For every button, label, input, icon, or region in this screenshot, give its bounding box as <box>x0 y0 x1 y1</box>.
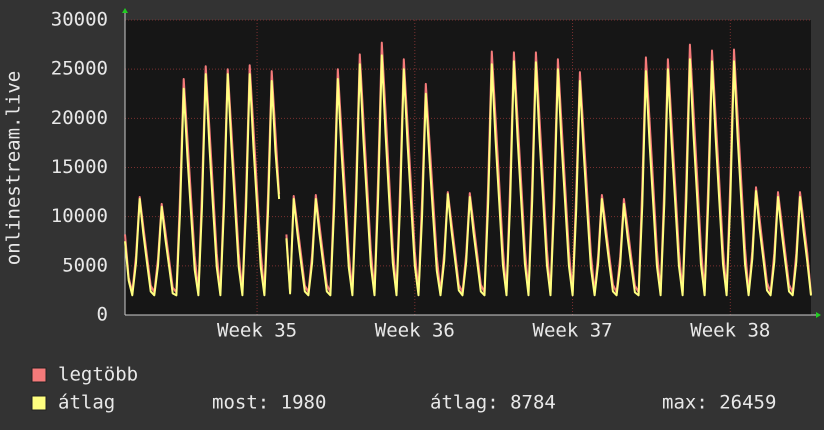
x-tick-label: Week 36 <box>375 320 455 342</box>
axis-arrow <box>122 8 128 13</box>
y-tick-label: 20000 <box>51 107 108 129</box>
x-tick-label: Week 35 <box>217 320 297 342</box>
stat-avg: átlag: 8784 <box>430 392 556 414</box>
series-line <box>124 73 281 297</box>
legend-label: átlag <box>58 392 115 414</box>
legend-swatch <box>31 395 47 411</box>
y-tick-label: 10000 <box>51 205 108 227</box>
stat-now: most: 1980 <box>212 392 326 414</box>
y-tick-label: 25000 <box>51 58 108 80</box>
legend-swatch <box>31 367 47 383</box>
y-tick-label: 30000 <box>51 9 108 31</box>
y-tick-label: 5000 <box>62 254 108 276</box>
y-axis-label: onlinestream.live <box>3 71 25 265</box>
series-line <box>285 54 812 297</box>
y-tick-label: 0 <box>97 304 108 326</box>
y-tick-label: 15000 <box>51 156 108 178</box>
x-tick-label: Week 38 <box>690 320 770 342</box>
legend-label: legtöbb <box>58 364 138 386</box>
stat-max: max: 26459 <box>662 392 776 414</box>
axis-arrow <box>816 312 821 318</box>
x-tick-label: Week 37 <box>533 320 613 342</box>
